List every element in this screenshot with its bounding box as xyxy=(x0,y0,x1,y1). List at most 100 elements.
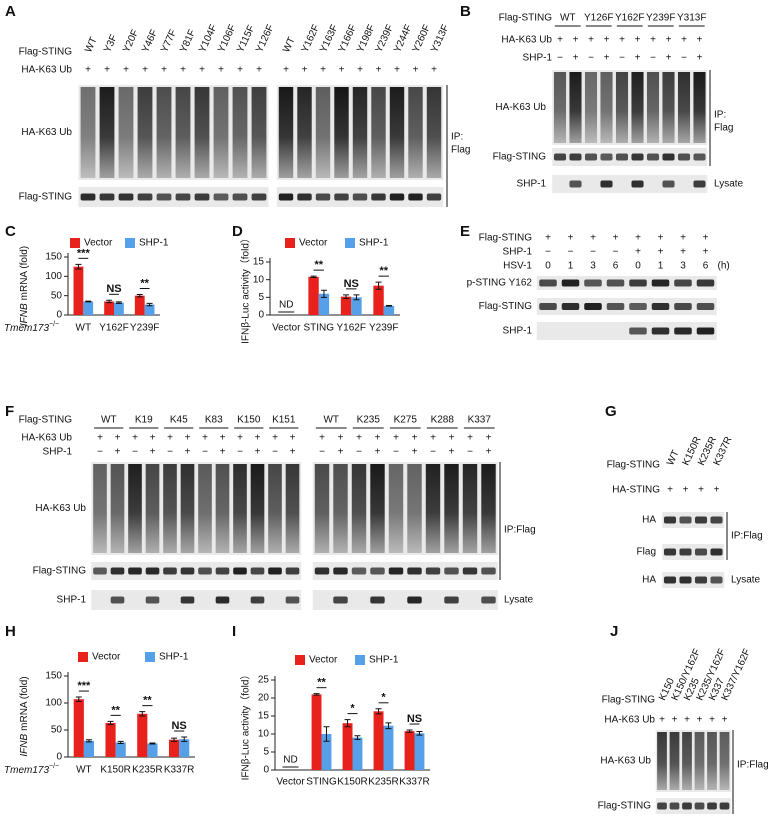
blot-band xyxy=(215,596,230,604)
blot-row-label: Flag-STING xyxy=(598,801,652,812)
error-bar xyxy=(171,737,178,742)
lane-label: + xyxy=(142,65,148,76)
lane-label: + xyxy=(338,447,344,458)
lane-label: + xyxy=(619,35,625,46)
header-label: Flag-STING xyxy=(479,233,533,244)
significance-label: ** xyxy=(143,695,152,707)
blot-smear xyxy=(569,72,582,143)
blot-band xyxy=(233,567,247,575)
legend-label: SHP-1 xyxy=(359,238,389,249)
group-label: K45 xyxy=(170,415,188,426)
error-bar xyxy=(310,275,317,279)
blot-band xyxy=(370,567,385,575)
blot-band xyxy=(388,567,404,575)
significance-label: NS xyxy=(171,720,186,732)
blot-background xyxy=(536,298,717,315)
blot-smear xyxy=(600,72,613,143)
lane-label: + xyxy=(97,433,103,444)
significance-label: ** xyxy=(111,704,120,716)
lane-label: + xyxy=(338,433,344,444)
legend-swatch xyxy=(345,238,355,248)
blot-band xyxy=(606,303,625,310)
blot-band xyxy=(679,516,692,524)
blot-band xyxy=(569,180,582,188)
y-axis-title: IFNB mRNA (fold) xyxy=(19,676,30,756)
legend-label: Vector xyxy=(92,652,121,663)
blot-band xyxy=(600,153,613,161)
lane-label: + xyxy=(412,433,418,444)
nd-label: ND xyxy=(279,300,293,311)
bar xyxy=(73,266,84,315)
panel-label: G xyxy=(605,403,617,420)
bar xyxy=(321,734,332,770)
lane-label: − xyxy=(613,247,619,258)
panel-label: F xyxy=(5,403,14,420)
blot-band xyxy=(297,193,312,201)
lane-label: + xyxy=(413,65,419,76)
blot-band xyxy=(710,548,723,556)
blot-band xyxy=(444,567,459,575)
side-label: IP: xyxy=(451,132,463,143)
bar xyxy=(83,740,95,757)
blot-smear xyxy=(352,87,368,178)
blot-band xyxy=(539,303,557,310)
blot-smear xyxy=(371,87,386,178)
blot-band xyxy=(285,567,300,575)
header-label: SHP-1 xyxy=(503,247,533,258)
blot-row-label: p-STING Y162 xyxy=(467,278,533,289)
error-bar xyxy=(323,726,330,742)
group-label: Y313F xyxy=(677,13,706,24)
blot-band xyxy=(314,567,330,575)
lane-label: + xyxy=(357,65,363,76)
lane-label: + xyxy=(545,233,551,244)
x-tick-label: Y239F xyxy=(130,323,159,334)
blot-band xyxy=(352,193,368,201)
blot-row-label: Flag-STING xyxy=(479,301,533,312)
y-tick-label: 100 xyxy=(45,271,62,282)
legend-swatch xyxy=(145,652,155,662)
group-label: K83 xyxy=(205,415,223,426)
lane-label: + xyxy=(115,433,121,444)
bar xyxy=(373,285,384,315)
error-bar xyxy=(375,708,382,715)
lane-label: + xyxy=(486,433,492,444)
error-bar xyxy=(375,281,382,290)
blot-band xyxy=(694,576,708,584)
blot-smear xyxy=(693,72,706,143)
blot-smear xyxy=(213,87,229,178)
blot-band xyxy=(696,327,715,335)
lane-label: − xyxy=(545,247,551,258)
blot-row-label: SHP-1 xyxy=(517,179,547,190)
bar xyxy=(114,302,124,315)
lane-label: + xyxy=(132,433,138,444)
blot-band xyxy=(232,193,248,201)
blot-band xyxy=(333,596,348,604)
blot-band xyxy=(351,567,367,575)
lane-label: + xyxy=(431,65,437,76)
panel-label: J xyxy=(610,623,618,640)
lane-label: + xyxy=(115,447,121,458)
blot-smear xyxy=(707,732,717,790)
blot-smear xyxy=(278,87,294,178)
blot-smear xyxy=(215,464,230,553)
group-label: WT xyxy=(323,415,339,426)
bar xyxy=(308,276,319,315)
lane-label: 6 xyxy=(703,261,709,272)
error-bar xyxy=(106,299,113,304)
lane-label: + xyxy=(659,715,665,726)
lane-label: + xyxy=(220,447,226,458)
blot-smear xyxy=(444,464,459,553)
significance-label: ** xyxy=(314,259,323,271)
legend-label: Vector xyxy=(299,238,328,249)
x-prefix-text: Tmem173 xyxy=(4,765,49,776)
lane-label: + xyxy=(237,433,243,444)
blot-smear xyxy=(694,732,705,790)
x-tick-label: K337R xyxy=(164,765,195,776)
lane-label: + xyxy=(85,65,91,76)
blot-smear xyxy=(118,87,134,178)
lane-label: + xyxy=(320,65,326,76)
blot-background xyxy=(552,175,708,193)
bar xyxy=(342,723,353,770)
blot-row-label: HA-K63 Ub xyxy=(21,127,72,138)
